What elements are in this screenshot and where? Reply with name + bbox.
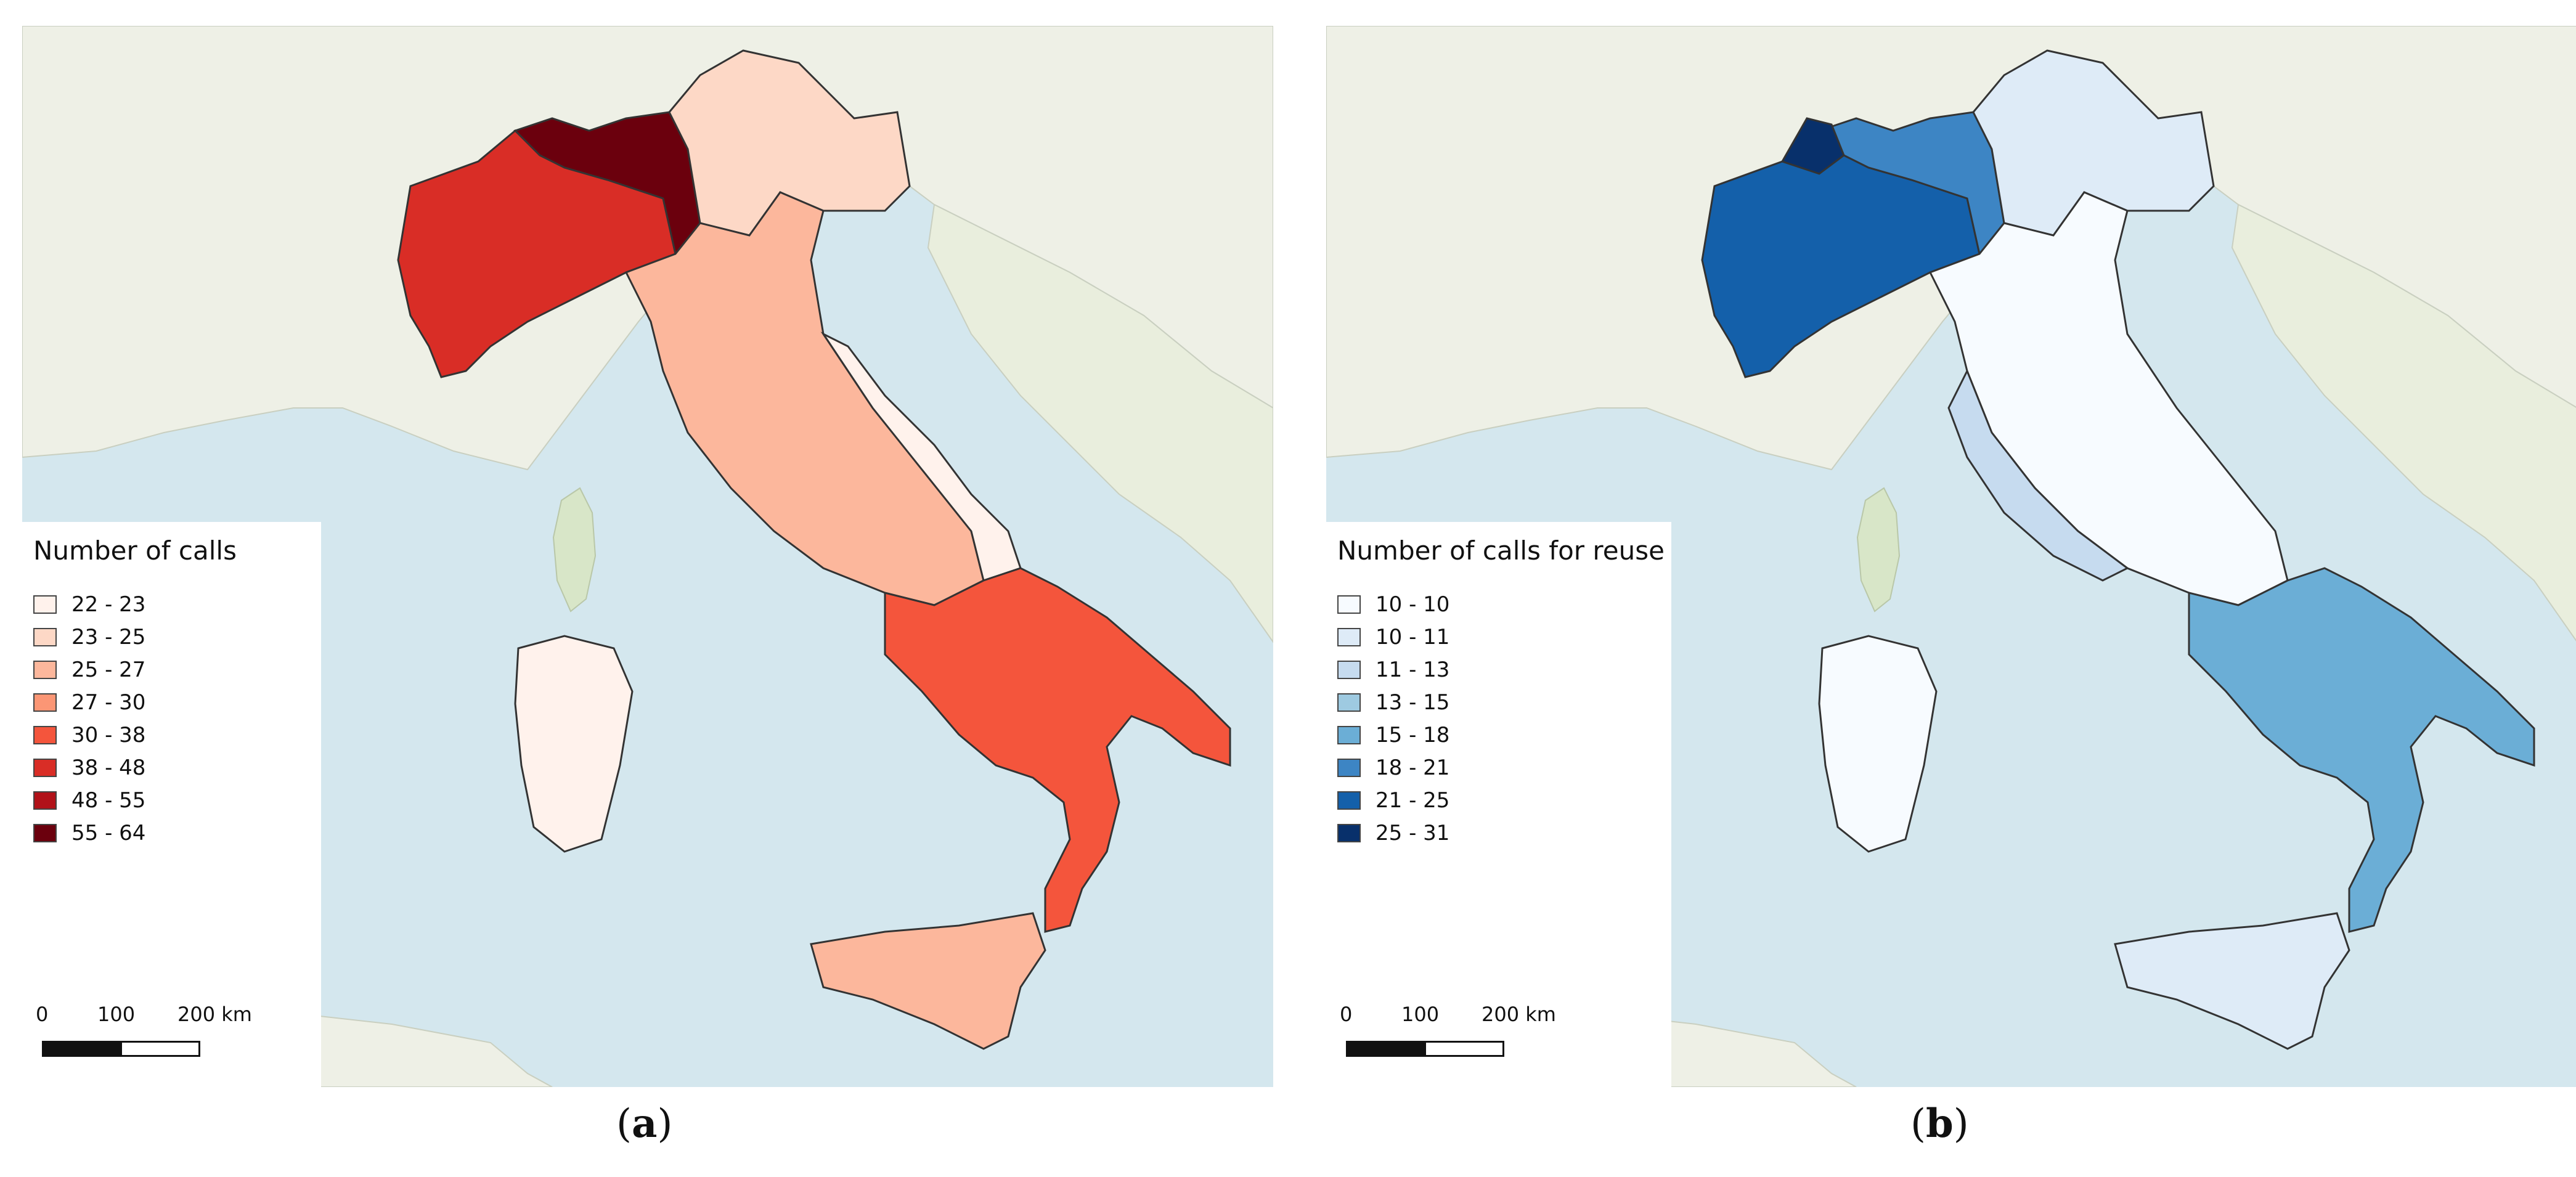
scale-tick-0: 0	[36, 1003, 49, 1026]
legend-label: 10 - 10	[1376, 592, 1450, 617]
scale-segment-white	[120, 1041, 200, 1057]
region-south	[2188, 567, 2535, 933]
legend-label: 55 - 64	[71, 821, 146, 845]
basemap-corsica	[552, 487, 597, 613]
caption-paren-close: )	[1953, 1101, 1969, 1147]
legend-swatch	[33, 791, 57, 810]
scale-tick-200: 200 km	[1482, 1003, 1556, 1026]
caption-a: (a)	[616, 1101, 672, 1147]
legend-label: 22 - 23	[71, 592, 146, 617]
legend-swatch	[1337, 791, 1361, 810]
region-center-west	[1947, 369, 2129, 582]
legend-label: 25 - 27	[71, 658, 146, 682]
map-panel-a: Number of calls 22 - 23 23 - 25 25 - 27 …	[22, 26, 1273, 1087]
scale-tick-200: 200 km	[177, 1003, 252, 1026]
legend-label: 10 - 11	[1376, 625, 1450, 650]
scale-bar-b: 0 100 200 km	[1340, 1003, 1574, 1077]
legend-label: 25 - 31	[1376, 821, 1450, 845]
legend-label: 27 - 30	[71, 690, 146, 715]
legend-swatch	[1337, 661, 1361, 679]
scale-bar-a: 0 100 200 km	[36, 1003, 270, 1077]
legend-label: 18 - 21	[1376, 755, 1450, 780]
map-b-canvas	[1326, 26, 2576, 1087]
basemap-corsica	[1856, 487, 1901, 613]
scale-segment-white	[1424, 1041, 1504, 1057]
scale-tick-100: 100	[1401, 1003, 1440, 1026]
legend-swatch	[1337, 824, 1361, 842]
caption-letter: b	[1925, 1101, 1954, 1147]
legend-label: 38 - 48	[71, 755, 146, 780]
legend-swatch	[33, 726, 57, 744]
legend-label: 15 - 18	[1376, 723, 1450, 747]
legend-b: Number of calls for reuse 10 - 10 10 - 1…	[1326, 522, 1671, 1087]
caption-paren-open: (	[616, 1101, 632, 1147]
island-sicily-b	[2114, 912, 2350, 1050]
legend-swatch	[33, 661, 57, 679]
legend-label: 21 - 25	[1376, 788, 1450, 813]
basemap-land-balkans	[927, 203, 1273, 643]
legend-a: Number of calls 22 - 23 23 - 25 25 - 27 …	[22, 522, 321, 1087]
italy-regions-b	[1701, 49, 2535, 933]
scale-tick-100: 100	[97, 1003, 136, 1026]
italy-regions-a	[397, 49, 1231, 933]
island-sardinia-a	[514, 635, 634, 853]
scale-segment-black	[1346, 1041, 1426, 1057]
island-sardinia-b	[1818, 635, 1938, 853]
caption-b: (b)	[1910, 1101, 1969, 1147]
scale-segment-black	[42, 1041, 122, 1057]
scale-tick-0: 0	[1340, 1003, 1353, 1026]
legend-swatch	[1337, 628, 1361, 646]
legend-swatch	[33, 759, 57, 777]
caption-paren-open: (	[1910, 1101, 1926, 1147]
region-south	[884, 567, 1231, 933]
legend-swatch	[1337, 759, 1361, 777]
caption-paren-close: )	[657, 1101, 673, 1147]
legend-swatch	[1337, 693, 1361, 712]
island-sicily-a	[810, 912, 1046, 1050]
legend-label: 23 - 25	[71, 625, 146, 650]
basemap-land-balkans	[2231, 203, 2576, 641]
legend-swatch	[33, 628, 57, 646]
legend-title: Number of calls for reuse	[1337, 536, 1665, 566]
legend-swatch	[1337, 726, 1361, 744]
legend-label: 11 - 13	[1376, 658, 1450, 682]
legend-swatch	[33, 693, 57, 712]
legend-swatch	[1337, 595, 1361, 614]
legend-label: 13 - 15	[1376, 690, 1450, 715]
legend-swatch	[33, 824, 57, 842]
region-aosta-top	[1780, 117, 1845, 175]
legend-title: Number of calls	[33, 536, 237, 566]
legend-label: 48 - 55	[71, 788, 146, 813]
legend-swatch	[33, 595, 57, 614]
legend-label: 30 - 38	[71, 723, 146, 747]
caption-letter: a	[631, 1101, 658, 1147]
map-panel-b: Number of calls for reuse 10 - 10 10 - 1…	[1326, 26, 2576, 1087]
region-center-east	[820, 332, 1022, 582]
